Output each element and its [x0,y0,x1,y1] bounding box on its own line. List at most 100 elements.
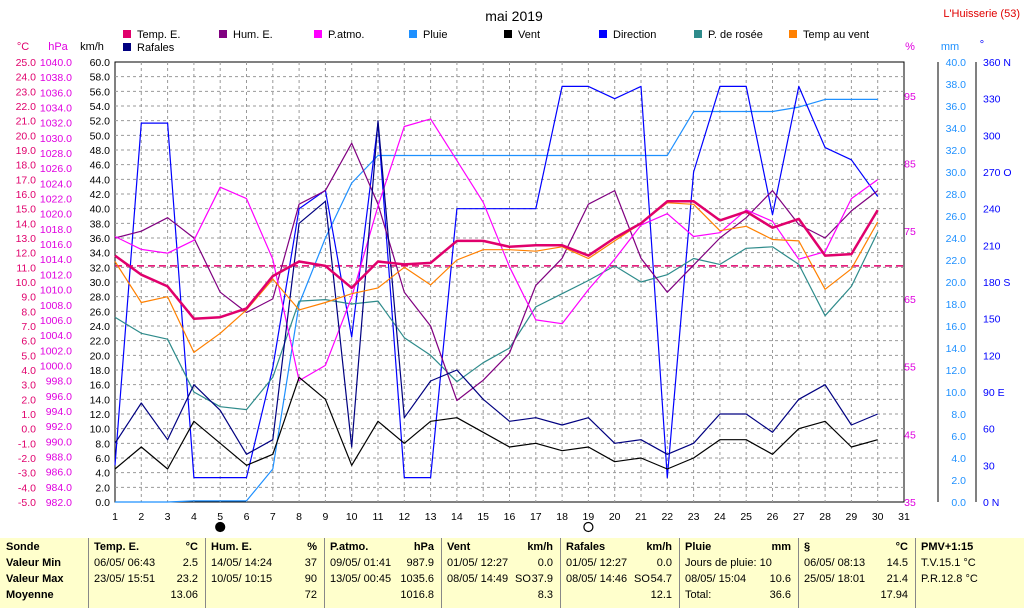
rain-tick-label: 28.0 [946,189,967,201]
stats-patm-avg: 1016.8 [400,589,434,601]
pressure-tick-label: 1012.0 [40,269,72,281]
pressure-tick-label: 1006.0 [40,315,72,327]
stats-rafales-title: Rafales [566,541,606,553]
stats-patm-min: 987.9 [406,557,434,569]
temp-tick-label: 8.0 [21,306,36,318]
wind-tick-label: 6.0 [95,453,110,465]
day-tick-label: 11 [373,511,384,523]
legend-swatch [314,30,322,38]
direction-tick-label: 270 O [983,167,1012,179]
pressure-tick-label: 986.0 [46,467,72,479]
humidity-tick-label: 45 [904,429,916,441]
grid [114,61,905,503]
direction-tick-label: 240 [983,204,1001,216]
pressure-tick-label: 1018.0 [40,224,72,236]
direction-tick-label: 150 [983,314,1001,326]
legend-label: Temp au vent [803,29,869,41]
rain-tick-label: 22.0 [946,255,967,267]
humidity-tick-label: 65 [904,294,916,306]
stats-rafales-min-when: 01/05/ 12:27 [566,557,628,569]
stats-dew-max-when: 25/05/ 18:01 [804,573,866,585]
rain-tick-label: 14.0 [946,343,967,355]
stats-pluie-unit: mm [771,541,791,553]
direction-axis-unit: ° [980,39,984,51]
direction-tick-label: 30 [983,460,995,472]
pressure-tick-label: 1032.0 [40,118,72,130]
pressure-tick-label: 1026.0 [40,163,72,175]
temp-tick-label: 11.0 [16,262,36,274]
humidity-tick-label: 35 [904,497,916,509]
legend-swatch [504,30,512,38]
stats-patm-max-when: 13/05/ 00:45 [330,573,392,585]
wind-axis-unit: km/h [80,41,104,53]
day-tick-label: 6 [244,511,250,523]
wind-tick-label: 42.0 [90,189,111,201]
pressure-tick-label: 998.0 [46,376,72,388]
pressure-tick-label: 994.0 [46,406,72,418]
temp-tick-label: 19.0 [16,145,37,157]
pressure-tick-label: 1004.0 [40,330,72,342]
direction-tick-label: 60 [983,424,995,436]
stats-vent: Vent km/h 01/05/ 12:27 0.0 08/05/ 14:49 SO 3… [447,538,555,608]
day-tick-label: 1 [112,511,118,523]
rain-tick-label: 40.0 [946,57,967,69]
day-tick-label: 18 [556,511,568,523]
stats-pmv-line2: P.R.12.8 °C [921,573,978,585]
legend-label: Temp. E. [137,29,180,41]
stats-vent-min-when: 01/05/ 12:27 [447,557,509,569]
series-line-temp-au-vent [114,202,879,353]
temp-tick-label: 24.0 [16,72,37,84]
day-tick-label: 24 [714,511,726,523]
legend-swatch [123,30,131,38]
label-avg: Moyenne [6,589,54,601]
stats-dew-title: § [804,541,811,553]
wind-tick-label: 30.0 [90,277,111,289]
temp-tick-label: 7.0 [21,321,36,333]
stats-hum: Hum. E.% 14/05/ 14:24 37 10/05/ 10:15 90 7… [211,538,319,608]
label-max: Valeur Max [6,573,64,585]
stats-vent-min: 0.0 [537,557,553,569]
wind-tick-label: 52.0 [90,116,111,128]
wind-tick-label: 0.0 [95,497,110,509]
temp-tick-label: 9.0 [21,292,36,304]
legend-label: Hum. E. [233,29,273,41]
rain-tick-label: 16.0 [946,321,967,333]
wind-tick-label: 26.0 [90,306,111,318]
pressure-tick-label: 984.0 [46,482,72,494]
wind-tick-label: 16.0 [90,380,111,392]
wind-tick-label: 34.0 [90,248,111,260]
stats-pluie-days: Jours de pluie: 10 [685,557,772,569]
pressure-tick-label: 1002.0 [40,345,72,357]
wind-tick-label: 54.0 [90,101,111,113]
temp-tick-label: 6.0 [21,336,36,348]
temp-tick-label: 21.0 [16,116,37,128]
rain-tick-label: 18.0 [946,299,967,311]
stats-vent-title: Vent [447,541,471,553]
rain-tick-label: 26.0 [946,211,967,223]
wind-tick-label: 22.0 [90,336,111,348]
day-tick-label: 2 [138,511,144,523]
humidity-tick-label: 85 [904,159,916,171]
wind-tick-label: 48.0 [90,145,111,157]
legend-label: P. de rosée [708,29,763,41]
stats-panel: Sonde Valeur Min Valeur Max Moyenne Temp… [0,538,1024,608]
direction-tick-label: 210 [983,240,1001,252]
day-tick-label: 31 [898,511,910,523]
series-line-temp-e [114,200,879,320]
stats-hum-unit: % [307,541,317,553]
rain-tick-label: 36.0 [946,101,967,113]
day-tick-label: 12 [398,511,410,523]
pressure-tick-label: 1014.0 [40,254,72,266]
temp-tick-label: 4.0 [21,365,36,377]
wind-tick-label: 40.0 [90,204,111,216]
temp-tick-label: -1.0 [18,438,36,450]
day-tick-label: 14 [451,511,463,523]
legend-label: Vent [518,29,540,41]
rain-tick-label: 4.0 [951,453,966,465]
temp-tick-label: -2.0 [18,453,36,465]
stats-hum-min-when: 14/05/ 14:24 [211,557,273,569]
temp-tick-label: 15.0 [16,204,37,216]
stats-vent-max-dir: SO [515,573,531,585]
rain-tick-label: 20.0 [946,277,967,289]
day-tick-label: 8 [296,511,302,523]
